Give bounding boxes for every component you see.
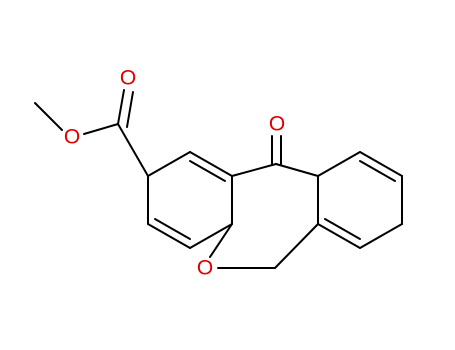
- bond: [147, 223, 191, 249]
- bond: [274, 223, 319, 269]
- bond: [359, 151, 403, 177]
- bond: [189, 223, 233, 249]
- atom-label: O: [120, 67, 136, 90]
- bond: [117, 89, 125, 125]
- bond: [189, 160, 226, 182]
- atom-label: O: [197, 257, 213, 280]
- bond: [83, 123, 119, 135]
- bonds: [34, 89, 403, 269]
- bond: [34, 102, 63, 131]
- atom-label: O: [64, 126, 80, 149]
- bond: [117, 123, 149, 177]
- bond: [231, 163, 277, 177]
- bond: [317, 151, 361, 177]
- bond: [147, 151, 191, 177]
- bond: [324, 218, 361, 240]
- bond: [317, 223, 361, 249]
- bond: [154, 218, 191, 240]
- bond: [275, 163, 319, 177]
- bond: [209, 223, 233, 258]
- atom-label: O: [269, 113, 285, 136]
- bond: [189, 151, 233, 177]
- bond: [359, 160, 396, 182]
- bond: [126, 91, 134, 128]
- bond: [359, 223, 403, 249]
